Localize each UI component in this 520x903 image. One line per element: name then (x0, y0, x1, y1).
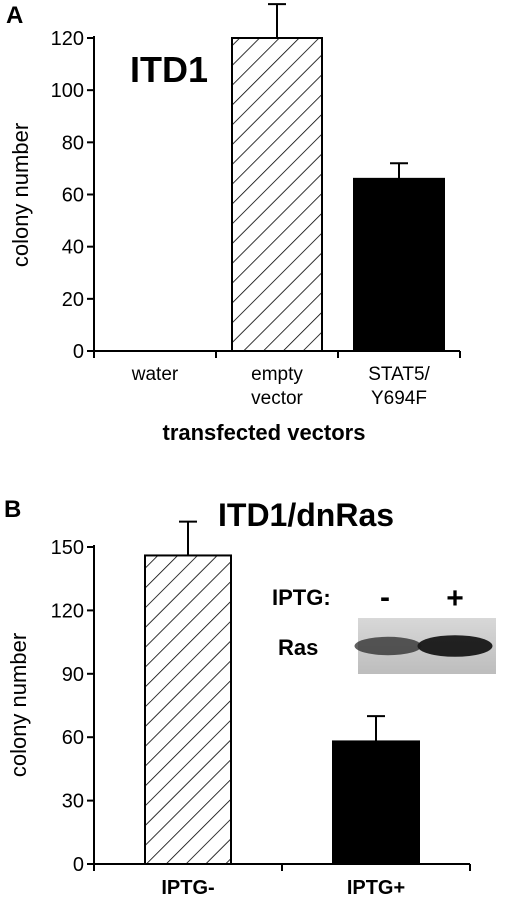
panel-b-tick-labels: 0 30 60 90 120 150 (51, 537, 84, 876)
y-tick-label: 0 (73, 854, 84, 876)
y-tick-label: 150 (51, 537, 84, 559)
bar (231, 37, 323, 352)
panel-a-tick-labels: 0 20 40 60 80 100 120 (51, 28, 84, 363)
panel-a-bars (231, 3, 445, 352)
category-label: STAT5/ (368, 364, 430, 385)
category-label: empty (251, 364, 303, 385)
panel-b: B ITD1/dnRas colony number 0 30 60 90 120 150… (4, 496, 496, 899)
panel-a-label: A (6, 2, 23, 29)
panel-b-title: ITD1/dnRas (218, 497, 394, 533)
y-tick-label: 60 (62, 727, 84, 749)
y-tick-label: 100 (51, 80, 84, 102)
y-tick-label: 120 (51, 600, 84, 622)
panel-b-category-labels: IPTG- IPTG+ (161, 877, 405, 899)
western-blot-inset: IPTG: - + Ras (272, 581, 496, 674)
panel-a-category-labels: water empty vector STAT5/Y694F (131, 364, 431, 409)
bar (353, 177, 445, 352)
blot-bands (354, 635, 493, 657)
panel-a-y-axis-label: colony number (8, 123, 33, 267)
category-label: Y694F (371, 388, 427, 409)
inset-lane-minus: - (380, 581, 390, 614)
category-label: IPTG+ (347, 877, 405, 899)
y-tick-label: 20 (62, 289, 84, 311)
y-tick-label: 0 (73, 341, 84, 363)
bar (144, 554, 232, 865)
inset-lane-plus: + (446, 582, 464, 615)
y-tick-label: 80 (62, 132, 84, 154)
category-label: IPTG- (161, 877, 214, 899)
panel-b-label: B (4, 496, 21, 523)
bar (332, 740, 420, 866)
y-tick-label: 60 (62, 185, 84, 207)
panel-a-title: ITD1 (130, 49, 208, 90)
panel-a: A ITD1 colony number 0 20 40 60 80 100 120 wat… (6, 2, 461, 445)
panel-b-bars (144, 520, 420, 866)
y-tick-label: 40 (62, 237, 84, 259)
y-tick-label: 90 (62, 664, 84, 686)
category-label: vector (251, 388, 303, 409)
panel-b-y-axis-label: colony number (6, 633, 31, 777)
blot-band (417, 635, 493, 657)
category-label: water (131, 364, 179, 385)
blot-band (354, 636, 422, 656)
y-tick-label: 120 (51, 28, 84, 50)
panel-a-x-axis-label: transfected vectors (163, 420, 366, 445)
inset-iptg-label: IPTG: (272, 585, 331, 610)
inset-ras-label: Ras (278, 635, 318, 660)
y-tick-label: 30 (62, 791, 84, 813)
